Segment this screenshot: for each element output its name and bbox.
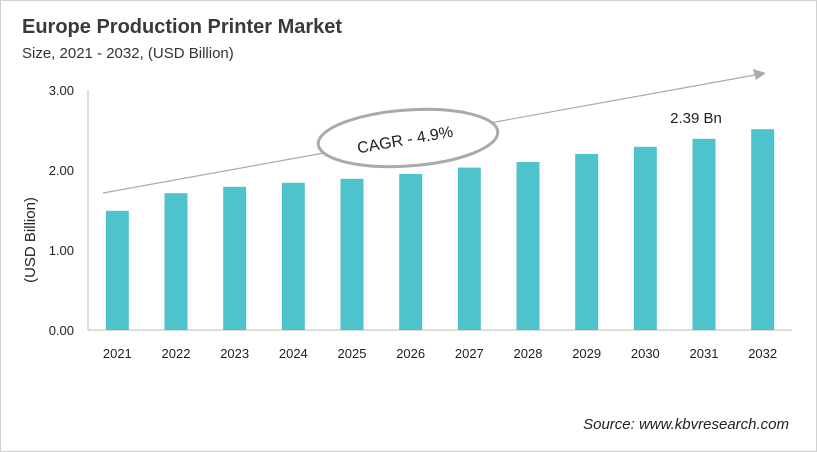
- bar-2031: [692, 138, 716, 330]
- y-tick-label: 2.00: [49, 163, 74, 178]
- bar-2027: [457, 167, 481, 330]
- chart-subtitle: Size, 2021 - 2032, (USD Billion): [22, 45, 234, 62]
- bar-2029: [575, 154, 599, 330]
- x-tick-label: 2021: [103, 346, 132, 361]
- y-tick-label: 1.00: [49, 243, 74, 258]
- trend-arrowhead: [753, 69, 766, 80]
- bar-2023: [223, 186, 247, 330]
- x-tick-label: 2029: [572, 346, 601, 361]
- bar-2022: [164, 193, 188, 330]
- bar-2025: [340, 178, 364, 330]
- x-tick-label: 2030: [631, 346, 660, 361]
- x-tick-label: 2025: [338, 346, 367, 361]
- x-tick-label: 2024: [279, 346, 308, 361]
- value-label-2031: 2.39 Bn: [670, 110, 722, 127]
- bar-2030: [633, 146, 657, 330]
- bar-2021: [105, 210, 129, 330]
- y-tick-label: 0.00: [49, 323, 74, 338]
- x-tick-label: 2032: [748, 346, 777, 361]
- bar-2028: [516, 162, 540, 330]
- source-note: Source: www.kbvresearch.com: [583, 416, 789, 433]
- y-tick-label: 3.00: [49, 83, 74, 98]
- bar-2032: [751, 129, 775, 330]
- bar-2026: [399, 174, 423, 330]
- x-tick-label: 2027: [455, 346, 484, 361]
- x-tick-label: 2022: [162, 346, 191, 361]
- x-tick-label: 2026: [396, 346, 425, 361]
- x-tick-label: 2023: [220, 346, 249, 361]
- x-tick-label: 2028: [514, 346, 543, 361]
- x-tick-label: 2031: [690, 346, 719, 361]
- bar-2024: [281, 182, 305, 330]
- cagr-ellipse: [316, 107, 500, 169]
- y-axis-label: (USD Billion): [22, 197, 39, 283]
- chart-title: Europe Production Printer Market: [22, 16, 343, 38]
